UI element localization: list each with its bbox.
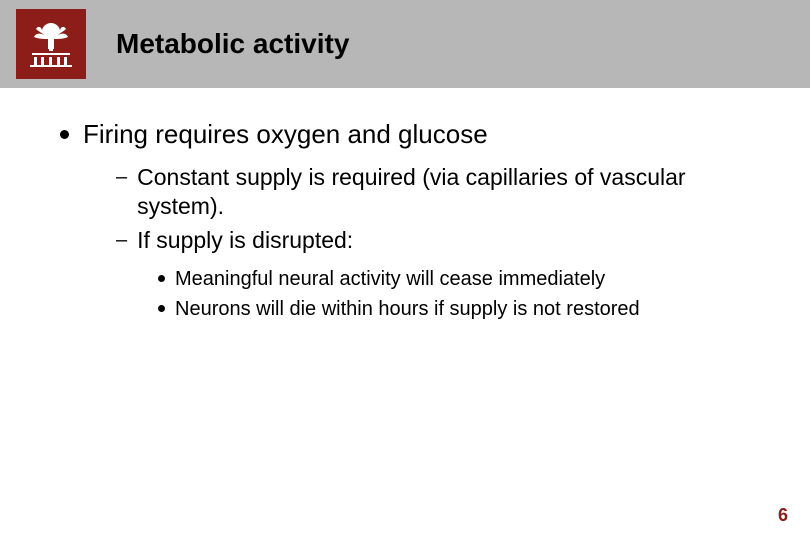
slide-title: Metabolic activity <box>116 28 349 60</box>
bullet-disc-icon <box>60 130 69 139</box>
bullet-text: Firing requires oxygen and glucose <box>83 118 488 151</box>
sub-sub-bullet-list: Meaningful neural activity will cease im… <box>158 266 770 322</box>
bullet-level-2: – If supply is disrupted: <box>116 226 770 256</box>
slide-content: Firing requires oxygen and glucose – Con… <box>0 88 810 322</box>
bullet-text: Meaningful neural activity will cease im… <box>175 266 605 292</box>
bullet-dash-icon: – <box>116 229 127 252</box>
bullet-level-2: – Constant supply is required (via capil… <box>116 163 770 223</box>
bullet-level-1: Firing requires oxygen and glucose <box>60 118 770 151</box>
palmetto-logo-icon <box>24 17 78 71</box>
header-bar: Metabolic activity <box>0 0 810 88</box>
bullet-text: Neurons will die within hours if supply … <box>175 296 640 322</box>
bullet-text: Constant supply is required (via capilla… <box>137 163 770 223</box>
university-logo <box>16 9 86 79</box>
sub-bullet-list: – Constant supply is required (via capil… <box>116 163 770 323</box>
bullet-text: If supply is disrupted: <box>137 226 353 256</box>
bullet-level-3: Neurons will die within hours if supply … <box>158 296 770 322</box>
bullet-disc-small-icon <box>158 305 165 312</box>
bullet-dash-icon: – <box>116 166 127 189</box>
bullet-level-3: Meaningful neural activity will cease im… <box>158 266 770 292</box>
bullet-disc-small-icon <box>158 275 165 282</box>
page-number: 6 <box>778 505 788 526</box>
